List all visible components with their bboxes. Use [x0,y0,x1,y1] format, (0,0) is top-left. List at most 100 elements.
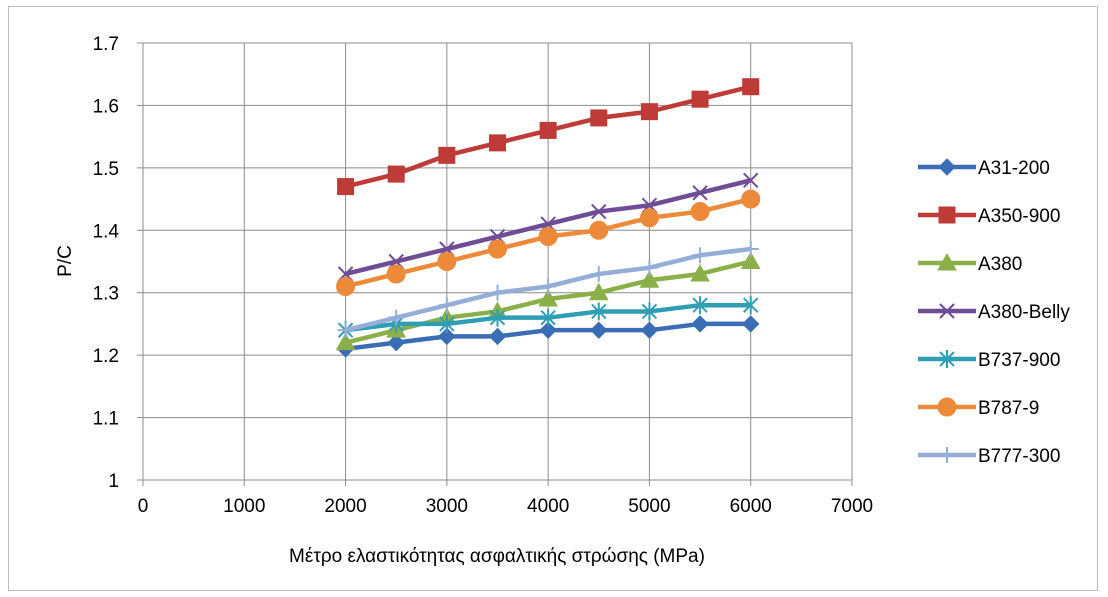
data-point [538,288,558,307]
legend-entry: A380 [918,252,1022,275]
data-point [386,264,406,284]
series-a31-200 [336,315,760,358]
legend-label: B737-900 [978,350,1060,371]
data-point [690,263,710,282]
legend-entry: A380-Belly [918,302,1070,323]
legend-label: A31-200 [978,158,1050,179]
series-b787-9 [336,189,761,296]
data-point [488,327,507,346]
series-a380-belly [337,172,759,282]
legend-marker [939,447,955,463]
data-point [692,296,708,315]
legend-label: A380 [978,254,1022,275]
data-point [337,322,354,339]
data-point [741,189,761,209]
legend-entry: B737-900 [918,350,1060,371]
x-axis-title: Μέτρο ελαστικότητας ασφαλτικής στρώσης (… [289,546,705,567]
legend-marker [939,303,955,319]
data-point [489,308,506,327]
y-tick-label: 1.5 [93,159,119,180]
data-point [590,321,608,339]
data-point [335,332,356,351]
data-point [488,239,507,259]
data-point [641,302,658,321]
y-tick-label: 1.1 [93,409,119,430]
data-point [640,321,659,339]
series-b777-300 [337,241,759,339]
x-tick-label: 5000 [628,496,670,517]
data-point [742,315,760,333]
data-point [387,333,405,352]
data-point [438,327,456,346]
legend-marker [938,206,956,224]
legend-marker [937,397,957,417]
legend-marker [938,158,956,176]
data-point [639,208,659,228]
series-layer [335,78,761,358]
data-point [588,282,609,301]
data-point [438,297,455,314]
data-point [388,309,405,326]
data-point [437,252,457,271]
data-point [336,276,356,296]
legend-label: A350-900 [978,206,1060,227]
y-tick-label: 1.2 [93,346,119,367]
y-tick-label: 1 [108,471,119,492]
x-tick-label: 4000 [527,496,569,517]
data-point [540,278,557,295]
data-point [743,296,759,315]
y-tick-label: 1.6 [93,96,119,117]
legend-marker [939,350,955,368]
y-axis-title: P/C [55,245,76,277]
y-tick-label: 1.4 [93,221,120,242]
data-point [589,220,609,240]
data-point [387,165,405,183]
data-point [439,314,455,333]
series-a350-900 [337,78,760,196]
data-point [590,265,607,282]
data-point [639,270,660,288]
y-tick-label: 1.7 [93,34,119,55]
data-point [539,121,557,139]
data-point [438,146,456,164]
data-point [640,103,658,121]
data-point [489,284,506,301]
legend: A31-200 A350-900 A380 A380-Belly B737-900 B78… [918,158,1070,467]
legend-marker [937,252,957,271]
data-point [740,251,761,269]
data-point [691,315,709,333]
data-point [591,203,607,220]
data-point [743,172,759,189]
data-point [539,321,557,339]
legend-entry: A31-200 [918,158,1050,179]
y-tick-label: 1.3 [93,284,119,305]
legend-entry: A350-900 [918,206,1060,227]
data-point [690,202,710,222]
data-point [742,78,760,96]
x-tick-label: 1000 [223,496,265,517]
legend-entry: B787-9 [918,397,1039,419]
legend-label: B787-9 [978,398,1039,419]
data-point [641,259,658,276]
data-point [742,241,759,258]
data-point [692,185,708,201]
legend-label: B777-300 [978,446,1060,467]
axes [137,42,853,486]
legend-label: A380-Belly [978,302,1070,323]
data-point [590,109,608,127]
data-point [540,308,556,327]
data-point [691,90,709,108]
tick-labels: 0 1000 2000 3000 4000 5000 6000 7000 1 1.1 1.2 1.3 1… [93,34,874,517]
series-b737-900 [337,296,759,340]
data-point [591,302,607,321]
x-tick-label: 0 [138,496,149,517]
data-point [489,134,506,152]
x-tick-label: 6000 [730,496,772,517]
data-point [538,227,558,247]
x-tick-label: 2000 [324,496,366,517]
data-point [692,247,709,264]
x-tick-label: 7000 [831,496,873,517]
legend-entry: B777-300 [918,446,1060,467]
x-tick-label: 3000 [426,496,468,517]
